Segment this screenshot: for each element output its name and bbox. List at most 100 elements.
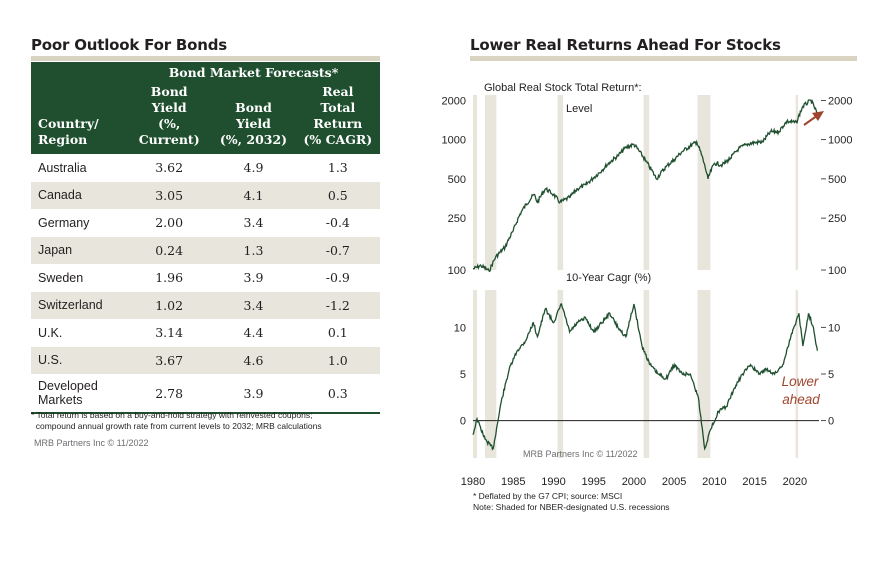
real-return-column-header: Real Total Return (% CAGR)	[295, 84, 380, 154]
table-spacer-header	[31, 62, 127, 84]
country-cell: U.S.	[31, 346, 127, 374]
top-left-tick-label: 2000	[442, 95, 466, 107]
value-cell: 0.24	[127, 236, 212, 264]
recession-band-top	[473, 95, 478, 270]
recession-band-top	[643, 95, 650, 270]
right-footnote: * Deflated by the G7 CPI; source: MSCI N…	[473, 491, 670, 513]
table-row: U.S. 3.67 4.6 1.0	[31, 346, 380, 374]
yield-2032-column-header: Bond Yield (%, 2032)	[211, 84, 296, 154]
recession-band-bottom	[473, 290, 478, 458]
left-title-rule	[31, 56, 380, 61]
table-row: Canada 3.05 4.1 0.5	[31, 181, 380, 209]
x-tick-label: 2020	[783, 476, 807, 488]
value-cell: 4.4	[243, 325, 264, 341]
recession-band-bottom	[643, 290, 650, 458]
recession-band-bottom	[697, 290, 711, 458]
value-cell: -0.9	[325, 270, 350, 286]
bond-forecast-table: Bond Market Forecasts* Country/Region Bon…	[31, 62, 380, 414]
real-return-column-header-line: Total Return	[313, 100, 363, 131]
x-tick-label: 2000	[622, 476, 646, 488]
top-right-tick-label: 500	[828, 174, 846, 186]
annotation-line2: ahead	[782, 392, 820, 407]
value-cell: 1.0	[295, 346, 380, 374]
bottom-right-tick-label: 5	[828, 369, 834, 381]
table-row: Developed Markets 2.78 3.9 0.3	[31, 374, 380, 413]
country-cell-line: Canada	[38, 188, 82, 203]
country-cell-line: Germany	[38, 215, 90, 230]
top-right-tick-label: 250	[828, 213, 846, 225]
top-left-tick-label: 250	[448, 213, 466, 225]
real-return-column-header-line: (% CAGR)	[303, 132, 373, 147]
country-cell-line: Sweden	[38, 270, 84, 285]
top-right-tick-label: 1000	[828, 135, 852, 147]
current-yield-column-header-line: Yield	[151, 100, 187, 115]
recession-band-bottom	[557, 290, 564, 458]
country-column-header: Country/Region	[31, 84, 127, 154]
country-column-header-line: Country/	[38, 116, 99, 131]
value-cell: 1.3	[211, 236, 296, 264]
country-column-header-line: Region	[38, 132, 88, 147]
country-cell-line: Markets	[38, 393, 83, 407]
left-footnote-line1: * Total return is based on a buy-and-hol…	[31, 410, 313, 420]
value-cell: 3.9	[243, 385, 264, 401]
bottom-left-tick-label: 5	[460, 369, 466, 381]
x-tick-label: 1990	[541, 476, 565, 488]
table-row: Sweden 1.96 3.9 -0.9	[31, 264, 380, 292]
value-cell: 2.78	[155, 385, 184, 401]
country-cell-line: Japan	[38, 243, 73, 258]
top-chart-label: Global Real Stock Total Return*:	[484, 82, 642, 94]
yield-2032-column-header-line: (%, 2032)	[219, 132, 288, 147]
yield-2032-column-header-line: Bond	[235, 100, 272, 115]
right-credit: MRB Partners Inc © 11/2022	[523, 449, 638, 459]
value-cell: 1.02	[127, 291, 212, 319]
left-panel-title: Poor Outlook For Bonds	[31, 36, 228, 54]
country-cell-line: U.K.	[38, 325, 63, 340]
value-cell: 1.96	[155, 270, 184, 286]
level-series-line	[472, 98, 818, 273]
value-cell: 4.1	[211, 181, 296, 209]
bottom-right-tick-label: 0	[828, 416, 834, 428]
value-cell: 0.1	[327, 325, 348, 341]
value-cell: 3.4	[243, 215, 264, 231]
value-cell: 4.9	[243, 160, 264, 176]
top-left-tick-label: 100	[448, 265, 466, 277]
right-footnote-line1: * Deflated by the G7 CPI; source: MSCI	[473, 491, 623, 501]
country-cell-line: Developed	[38, 379, 98, 393]
right-title-rule	[470, 56, 857, 61]
left-footnote: * Total return is based on a buy-and-hol…	[31, 410, 381, 432]
recession-band-top	[485, 95, 497, 270]
recession-band-top	[697, 95, 711, 270]
value-cell: 3.14	[155, 325, 184, 341]
top-right-tick-label: 2000	[828, 95, 852, 107]
country-cell: Australia	[31, 154, 127, 182]
value-cell: 0.5	[295, 181, 380, 209]
top-chart-sublabel: Level	[566, 103, 592, 115]
x-tick-label: 2015	[742, 476, 766, 488]
recession-band-bottom	[795, 290, 799, 458]
current-yield-column-header-line: Bond	[150, 84, 188, 99]
x-tick-label: 1985	[501, 476, 525, 488]
x-tick-label: 1995	[581, 476, 605, 488]
current-yield-column-header: Bond Yield (%, Current)	[127, 84, 212, 154]
right-footnote-line2: Note: Shaded for NBER-designated U.S. re…	[473, 502, 670, 512]
country-cell: Canada	[31, 181, 127, 209]
country-cell-line: U.S.	[38, 353, 63, 368]
value-cell: 2.00	[155, 215, 184, 231]
x-tick-label: 1980	[461, 476, 485, 488]
country-cell-line: Australia	[38, 160, 87, 175]
yield-2032-column-header-line: Yield	[236, 116, 271, 131]
left-credit: MRB Partners Inc © 11/2022	[34, 438, 149, 448]
value-cell: -0.4	[325, 215, 350, 231]
country-cell-line: Switzerland	[38, 298, 103, 313]
country-cell: U.K.	[31, 319, 127, 347]
table-row: Switzerland 1.02 3.4 -1.2	[31, 291, 380, 319]
country-cell: Developed Markets	[31, 374, 127, 413]
value-cell: 3.67	[127, 346, 212, 374]
top-left-tick-label: 1000	[442, 135, 466, 147]
recession-band-bottom	[485, 290, 497, 458]
top-right-tick-label: 100	[828, 265, 846, 277]
value-cell: 3.9	[243, 270, 264, 286]
table-row: Australia 3.62 4.9 1.3	[31, 154, 380, 182]
value-cell: 3.4	[211, 291, 296, 319]
